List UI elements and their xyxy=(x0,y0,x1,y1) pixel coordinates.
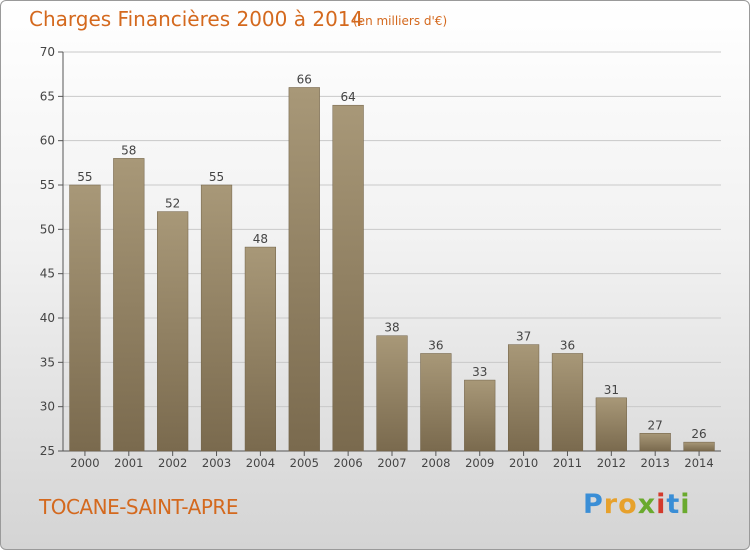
bar xyxy=(683,441,715,452)
x-tick-label: 2011 xyxy=(553,456,582,470)
x-tick-label: 2009 xyxy=(465,456,494,470)
bar xyxy=(69,184,101,452)
y-tick-label: 40 xyxy=(40,311,55,325)
x-tick-label: 2005 xyxy=(290,456,319,470)
x-tick-label: 2012 xyxy=(597,456,626,470)
y-tick-label: 50 xyxy=(40,222,55,236)
logo-letter: P xyxy=(583,489,604,520)
bar xyxy=(420,353,452,452)
bar xyxy=(332,104,364,452)
bar-value-label: 66 xyxy=(297,72,312,86)
logo-letter: t xyxy=(666,489,681,520)
bar-value-label: 64 xyxy=(340,90,355,104)
bar-value-label: 36 xyxy=(560,338,575,352)
bar xyxy=(157,211,189,452)
bar-value-label: 55 xyxy=(209,170,224,184)
bar xyxy=(376,335,408,452)
bar xyxy=(113,158,145,452)
y-tick-label: 30 xyxy=(40,400,55,414)
logo-letter: r xyxy=(603,489,619,520)
bar xyxy=(639,433,671,452)
bar-value-label: 27 xyxy=(648,418,663,432)
bar xyxy=(551,353,584,452)
x-tick-label: 2001 xyxy=(114,456,143,470)
chart-title: Charges Financières 2000 à 2014 xyxy=(29,7,364,31)
town-name: TOCANE-SAINT-APRE xyxy=(39,495,238,519)
x-tick-label: 2008 xyxy=(421,456,450,470)
bar-value-label: 36 xyxy=(428,338,443,352)
y-tick-label: 55 xyxy=(40,178,55,192)
logo-letter: o xyxy=(618,489,638,520)
bar-value-label: 55 xyxy=(77,170,92,184)
bar xyxy=(288,87,320,452)
y-tick-label: 25 xyxy=(40,444,55,458)
bar xyxy=(464,379,496,452)
y-tick-label: 60 xyxy=(40,134,55,148)
x-tick-label: 2006 xyxy=(333,456,362,470)
bar-value-label: 33 xyxy=(472,365,487,379)
bar-value-label: 48 xyxy=(253,232,268,246)
y-tick-label: 65 xyxy=(40,89,55,103)
bar-value-label: 26 xyxy=(691,427,706,441)
x-tick-label: 2010 xyxy=(509,456,538,470)
x-tick-label: 2000 xyxy=(70,456,99,470)
bar xyxy=(595,397,627,452)
x-tick-label: 2013 xyxy=(641,456,670,470)
bar xyxy=(244,246,277,452)
x-tick-label: 2007 xyxy=(377,456,406,470)
chart-unit: (en milliers d'€) xyxy=(353,14,448,28)
bar xyxy=(507,344,540,452)
y-tick-label: 70 xyxy=(40,45,55,59)
bar-value-label: 38 xyxy=(384,321,399,335)
bar-value-label: 58 xyxy=(121,143,136,157)
x-tick-label: 2003 xyxy=(202,456,231,470)
y-tick-label: 35 xyxy=(40,355,55,369)
logo-letter: i xyxy=(656,489,667,520)
x-tick-label: 2014 xyxy=(684,456,713,470)
bar xyxy=(200,184,233,452)
proxiti-logo: Proxiti xyxy=(583,489,691,520)
y-tick-label: 45 xyxy=(40,267,55,281)
logo-letter: x xyxy=(637,489,657,520)
bar-value-label: 52 xyxy=(165,197,180,211)
x-tick-label: 2004 xyxy=(246,456,275,470)
bar-value-label: 37 xyxy=(516,330,531,344)
x-tick-label: 2002 xyxy=(158,456,187,470)
bar-value-label: 31 xyxy=(604,383,619,397)
logo-letter: i xyxy=(680,489,691,520)
